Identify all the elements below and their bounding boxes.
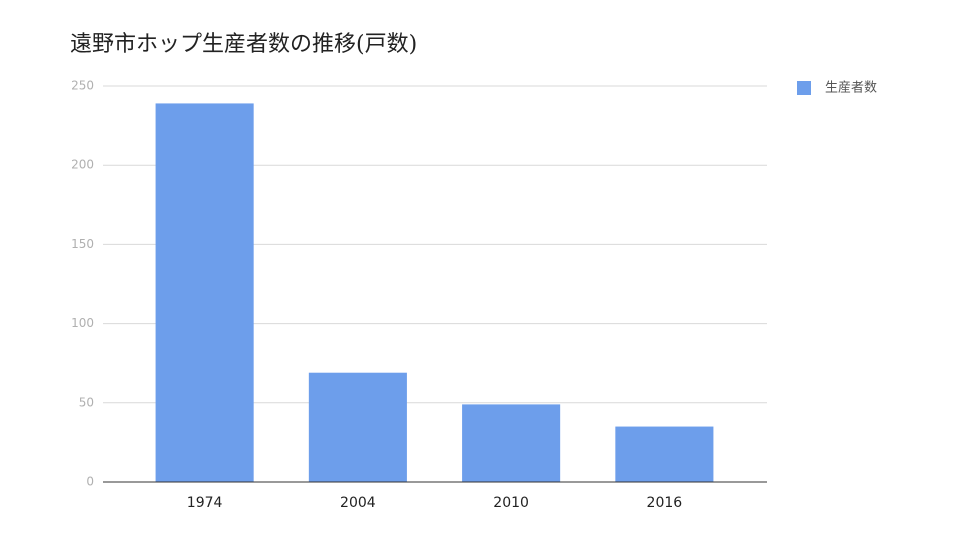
y-tick-label: 200: [71, 158, 94, 172]
y-tick-label: 100: [71, 316, 94, 330]
x-tick-label: 1974: [187, 495, 223, 511]
x-tick-label: 2004: [340, 495, 376, 511]
x-tick-label: 2010: [493, 495, 529, 511]
y-tick-label: 150: [71, 237, 94, 251]
legend-label: 生産者数: [825, 80, 877, 96]
y-tick-label: 50: [79, 395, 94, 409]
legend-swatch: [797, 81, 811, 95]
bar: [615, 426, 714, 482]
bar: [462, 404, 561, 482]
x-tick-label: 2016: [647, 495, 683, 511]
chart-title: 遠野市ホップ生産者数の推移(戸数): [70, 32, 417, 57]
bar: [155, 103, 254, 482]
bar: [308, 372, 407, 482]
y-tick-label: 0: [86, 475, 94, 489]
y-tick-label: 250: [71, 79, 94, 93]
